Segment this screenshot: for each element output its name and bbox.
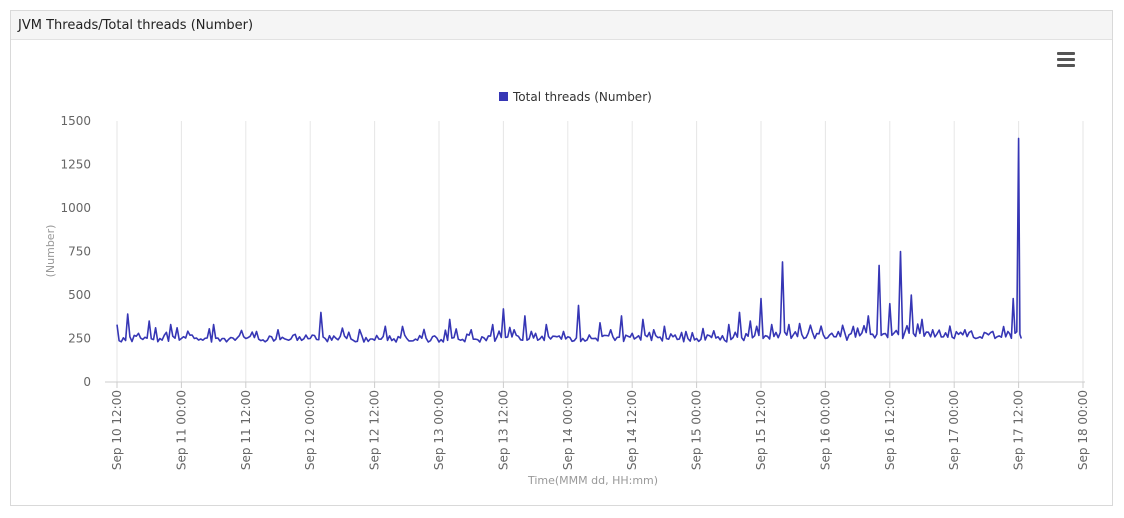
x-tick-label: Sep 14 12:00	[625, 390, 639, 470]
x-tick-label: Sep 15 12:00	[754, 390, 768, 470]
panel-title: JVM Threads/Total threads (Number)	[18, 17, 254, 33]
hamburger-menu-icon[interactable]	[1055, 50, 1077, 70]
gridlines	[116, 121, 1084, 382]
y-tick-label: 1500	[60, 114, 91, 128]
x-tick-label: Sep 16 00:00	[818, 390, 832, 470]
x-tick-label: Sep 17 00:00	[947, 390, 961, 470]
panel-header: JVM Threads/Total threads (Number)	[11, 11, 1112, 40]
y-tick-label: 500	[68, 288, 91, 302]
legend-label[interactable]: Total threads (Number)	[512, 90, 652, 104]
x-axis: Sep 10 12:00 Sep 11 00:00 Sep 11 12:00 Sep …	[105, 381, 1090, 470]
x-tick-label: Sep 17 12:00	[1012, 390, 1026, 470]
x-tick-label: Sep 10 12:00	[110, 390, 124, 470]
series-layer	[116, 137, 1023, 343]
legend-swatch	[499, 92, 508, 101]
series-line-total-threads[interactable]	[116, 137, 1023, 343]
menu-bar	[1057, 58, 1075, 61]
x-tick-label: Sep 14 00:00	[561, 390, 575, 470]
x-tick-label: Sep 13 00:00	[432, 390, 446, 470]
x-tick-label: Sep 11 00:00	[174, 390, 188, 470]
x-tick-label: Sep 12 00:00	[303, 390, 317, 470]
menu-bar	[1057, 52, 1075, 55]
x-tick-label: Sep 12 12:00	[368, 390, 382, 470]
x-tick-label: Sep 13 12:00	[496, 390, 510, 470]
x-axis-title: Time(MMM dd, HH:mm)	[527, 474, 658, 487]
legend[interactable]: Total threads (Number)	[499, 90, 652, 104]
x-tick-label: Sep 16 12:00	[883, 390, 897, 470]
x-tick-label: Sep 15 00:00	[690, 390, 704, 470]
y-tick-label: 1250	[60, 158, 91, 172]
x-tick-label: Sep 18 00:00	[1076, 390, 1090, 470]
y-axis: 0 250 500 750 1000 1250 1500	[60, 114, 91, 389]
y-tick-label: 0	[83, 375, 91, 389]
y-tick-label: 250	[68, 332, 91, 346]
y-tick-label: 1000	[60, 201, 91, 215]
menu-bar	[1057, 64, 1075, 67]
x-tick-label: Sep 11 12:00	[239, 390, 253, 470]
chart-panel: JVM Threads/Total threads (Number)	[10, 10, 1113, 506]
y-tick-label: 750	[68, 245, 91, 259]
y-axis-title: (Number)	[44, 225, 57, 278]
